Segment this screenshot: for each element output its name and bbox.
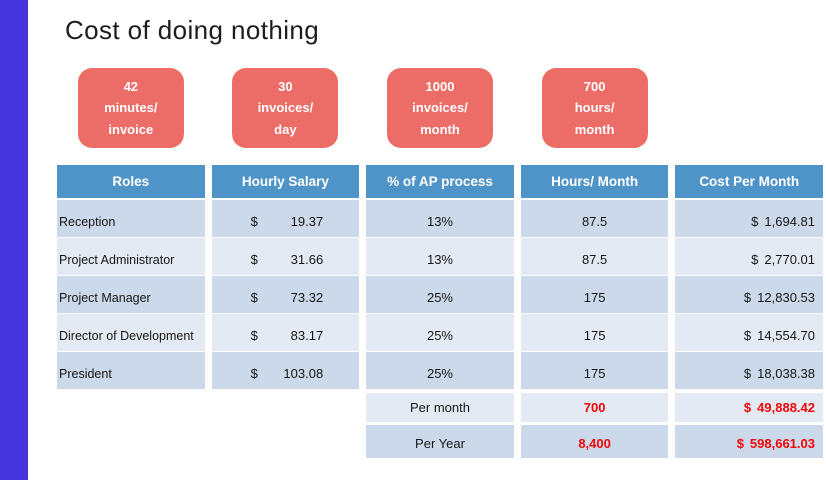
salary-value: 73.32 — [290, 290, 324, 305]
currency-symbol: $ — [751, 252, 759, 267]
role-cell: Project Administrator — [57, 238, 205, 276]
slide-title: Cost of doing nothing — [65, 15, 320, 45]
hours-cell: 87.5 — [520, 200, 669, 238]
currency-symbol: $ — [250, 328, 258, 343]
left-accent-bar — [0, 0, 28, 480]
per-year-label: Per Year — [366, 425, 514, 459]
role-cell: President — [57, 352, 205, 390]
badge-minutes-per-invoice: 42 minutes/ invoice — [77, 68, 184, 148]
cost-value: 18,038.38 — [757, 366, 815, 381]
salary-cell: $ 19.37 — [211, 200, 360, 238]
currency-symbol: $ — [743, 328, 752, 343]
header-hourly-salary: Hourly Salary — [211, 165, 360, 198]
salary-cell: $ 103.08 — [211, 352, 360, 390]
role-cell: Director of Development — [57, 314, 205, 352]
salary-cell: $ 73.32 — [211, 276, 360, 314]
header-ap-process: % of AP process — [366, 165, 514, 198]
cost-cell: $ 14,554.70 — [675, 314, 823, 352]
salary-value: 19.37 — [290, 214, 324, 229]
cost-total-value: 598,661.03 — [749, 436, 815, 451]
pct-cell: 25% — [366, 314, 514, 352]
role-cell: Project Manager — [57, 276, 205, 314]
role-cell: Reception — [57, 200, 205, 238]
cost-cell: $ 18,038.38 — [675, 352, 823, 390]
currency-symbol: $ — [743, 366, 752, 381]
pct-cell: 13% — [366, 238, 514, 276]
cost-total-value: 49,888.42 — [757, 400, 815, 415]
cost-cell: $ 1,694.81 — [675, 200, 823, 238]
currency-symbol: $ — [250, 366, 258, 381]
hours-cell: 175 — [520, 276, 669, 314]
header-hours-month: Hours/ Month — [520, 165, 669, 198]
cost-value: 14,554.70 — [757, 328, 815, 343]
salary-value: 103.08 — [283, 366, 324, 381]
cost-value: 2,770.01 — [764, 252, 815, 267]
cost-cell: $ 2,770.01 — [675, 238, 823, 276]
cost-cell: $ 12,830.53 — [675, 276, 823, 314]
badge-invoices-per-day: 30 invoices/ day — [232, 68, 339, 148]
cost-value: 1,694.81 — [764, 214, 815, 229]
cost-table: 42 minutes/ invoice 30 invoices/ day 100… — [57, 68, 823, 459]
badge-invoices-per-month: 1000 invoices/ month — [386, 68, 493, 148]
salary-cell: $ 83.17 — [211, 314, 360, 352]
hours-cell: 175 — [520, 314, 669, 352]
currency-symbol: $ — [250, 252, 258, 267]
pct-cell: 25% — [366, 276, 514, 314]
per-month-cost-total: $ 49,888.42 — [675, 393, 823, 423]
hours-cell: 87.5 — [520, 238, 669, 276]
pct-cell: 13% — [366, 200, 514, 238]
currency-symbol: $ — [751, 214, 759, 229]
badge-hours-per-month: 700 hours/ month — [541, 68, 648, 148]
currency-symbol: $ — [743, 290, 752, 305]
per-year-cost-total: $ 598,661.03 — [675, 425, 823, 459]
per-month-label: Per month — [366, 393, 514, 423]
header-cost-month: Cost Per Month — [675, 165, 823, 198]
per-year-hours-total: 8,400 — [520, 425, 669, 459]
currency-symbol: $ — [736, 436, 744, 451]
salary-value: 31.66 — [290, 252, 324, 267]
header-roles: Roles — [57, 165, 205, 198]
pct-cell: 25% — [366, 352, 514, 390]
salary-value: 83.17 — [290, 328, 324, 343]
currency-symbol: $ — [743, 400, 752, 415]
per-month-hours-total: 700 — [520, 393, 669, 423]
currency-symbol: $ — [250, 214, 258, 229]
cost-value: 12,830.53 — [757, 290, 815, 305]
currency-symbol: $ — [250, 290, 258, 305]
salary-cell: $ 31.66 — [211, 238, 360, 276]
hours-cell: 175 — [520, 352, 669, 390]
